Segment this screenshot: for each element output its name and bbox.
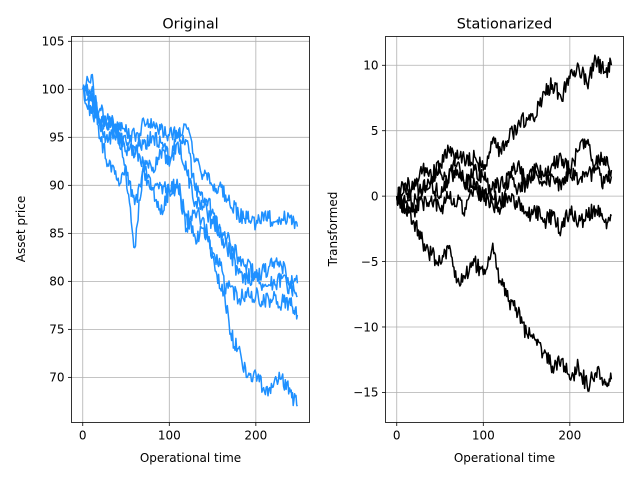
- series-line: [396, 163, 613, 215]
- y-tick-label: 95: [49, 131, 64, 145]
- y-tick-label: 70: [49, 371, 64, 385]
- series-line: [82, 85, 299, 407]
- y-tick-label: −15: [353, 386, 378, 400]
- x-tick-label: 0: [79, 429, 87, 443]
- y-tick-label: 0: [371, 189, 379, 203]
- y-tick-label: 100: [42, 83, 65, 97]
- y-axis-label: Asset price: [14, 196, 28, 262]
- y-tick-label: 80: [49, 275, 64, 289]
- series-line: [396, 195, 613, 392]
- y-tick-label: 85: [49, 227, 64, 241]
- gridlines: [385, 36, 624, 423]
- x-tick-label: 200: [244, 429, 267, 443]
- series-lines: [82, 73, 299, 407]
- y-axis-label: Transformed: [326, 192, 340, 268]
- y-tick-label: 105: [42, 35, 65, 49]
- series-lines: [396, 54, 613, 392]
- plot-frame: [385, 36, 624, 423]
- y-tick-label: −10: [353, 320, 378, 334]
- panel-original: Original Operational time Asset price 0 1…: [14, 17, 310, 465]
- y-tick-label: −5: [361, 255, 379, 269]
- panel-stationarized: Stationarized Operational time Transform…: [326, 17, 624, 465]
- x-tick-label: 200: [558, 429, 581, 443]
- x-axis-label: Operational time: [140, 451, 241, 465]
- ticks: 0 100 200 −15 −10 −5 0 5 10: [353, 59, 581, 443]
- y-tick-label: 75: [49, 323, 64, 337]
- y-tick-label: 90: [49, 179, 64, 193]
- y-tick-label: 10: [363, 59, 378, 73]
- plot-frame: [71, 36, 310, 423]
- x-tick-label: 0: [393, 429, 401, 443]
- ticks: 0 100 200 70 75 80 85 90 95 100 105: [42, 35, 268, 443]
- y-tick-label: 5: [371, 124, 379, 138]
- chart-title: Stationarized: [457, 17, 552, 33]
- x-tick-label: 100: [472, 429, 495, 443]
- x-axis-label: Operational time: [454, 451, 555, 465]
- series-line: [396, 138, 613, 210]
- x-tick-label: 100: [158, 429, 181, 443]
- series-line: [82, 73, 299, 320]
- series-line: [396, 183, 613, 237]
- chart-title: Original: [162, 17, 218, 33]
